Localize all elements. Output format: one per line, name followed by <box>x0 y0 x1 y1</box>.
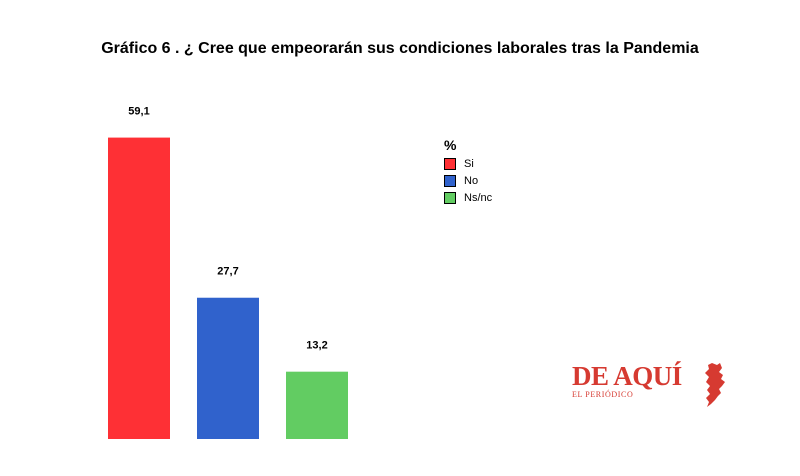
valencia-map-icon <box>705 363 725 407</box>
value-label-si: 59,1 <box>128 106 149 118</box>
bar-si <box>108 137 170 439</box>
legend-label-no: No <box>464 174 479 187</box>
bar-no <box>197 297 259 439</box>
value-label-no: 27,7 <box>217 266 238 278</box>
publisher-logo: DE AQUÍ EL PERIÓDICO <box>572 362 682 400</box>
bars-group <box>108 137 348 439</box>
legend-swatch-si <box>444 157 456 170</box>
bar-nsnc <box>286 371 348 439</box>
legend-item-no: No <box>444 172 492 189</box>
legend-item-nsnc: Ns/nc <box>444 189 492 206</box>
value-labels-group: 59,1 27,7 13,2 <box>128 106 327 352</box>
logo-name: DE AQUÍ <box>572 361 682 391</box>
legend-swatch-no <box>444 174 456 187</box>
legend-label-nsnc: Ns/nc <box>464 191 493 204</box>
chart-title: Gráfico 6 . ¿ Cree que empeorarán sus co… <box>101 40 699 57</box>
legend-swatch-nsnc <box>444 191 456 204</box>
legend-label-si: Si <box>464 157 474 170</box>
legend-title: % <box>444 137 457 153</box>
value-label-nsnc: 13,2 <box>306 340 327 352</box>
logo-subtitle: EL PERIÓDICO <box>572 390 634 399</box>
legend: % Si No Ns/nc <box>444 137 492 206</box>
legend-item-si: Si <box>444 155 492 172</box>
